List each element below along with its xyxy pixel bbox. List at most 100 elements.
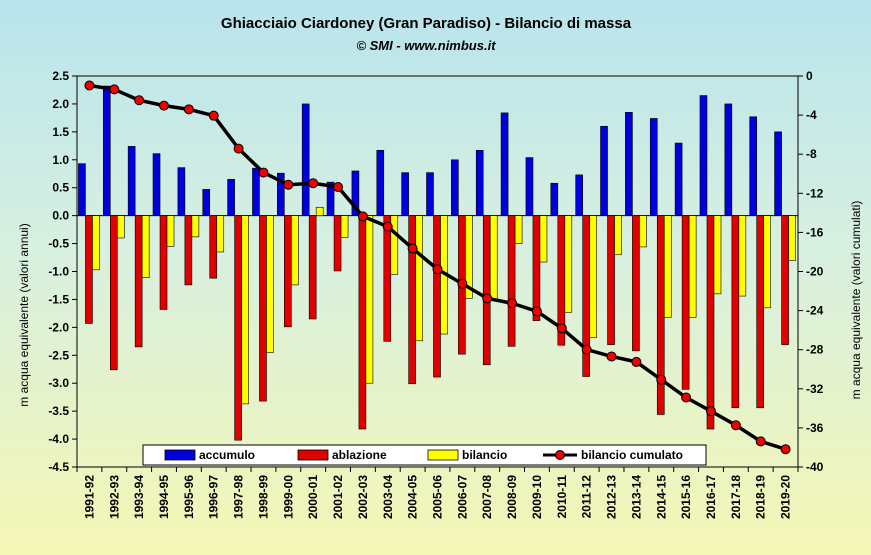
- accumulo-bar: [724, 103, 733, 216]
- bilancio-bar: [465, 215, 473, 299]
- accumulo-bar: [525, 157, 534, 216]
- bilancio-bar: [514, 215, 523, 244]
- legend-label: accumulo: [199, 448, 255, 462]
- x-tick-label: 2008-09: [505, 475, 519, 519]
- x-tick-label: 2013-14: [629, 475, 643, 519]
- y-left-tick-label: 1.0: [52, 153, 69, 167]
- cumulative-point: [308, 178, 319, 189]
- x-tick-label: 2014-15: [654, 475, 668, 519]
- accumulo-bar: [625, 112, 633, 216]
- bilancio-bar: [216, 215, 225, 253]
- ablazione-bar: [383, 215, 392, 342]
- x-tick-label: 1991-92: [82, 475, 96, 519]
- x-tick-label: 2009-10: [530, 475, 544, 519]
- cumulative-point: [134, 95, 145, 106]
- ablazione-bar: [259, 215, 267, 402]
- accumulo-bar: [376, 149, 385, 216]
- y-left-tick-label: -2.0: [48, 320, 69, 334]
- x-tick-label: 1996-97: [207, 475, 221, 519]
- ablazione-bar: [731, 215, 740, 409]
- y-left-tick-label: -4.5: [48, 460, 69, 474]
- y-left-tick-label: -1.5: [48, 292, 69, 306]
- ablazione-bar: [532, 215, 541, 321]
- legend-swatch: [297, 449, 329, 461]
- ablazione-bar: [607, 215, 615, 345]
- x-tick-label: 2012-13: [605, 475, 619, 519]
- accumulo-bar: [152, 153, 161, 216]
- bilancio-bar: [738, 215, 747, 297]
- legend-box: [142, 444, 707, 466]
- y-left-tick-label: 2.0: [52, 97, 69, 111]
- accumulo-bar: [202, 189, 211, 216]
- bilancio-bar: [340, 215, 349, 238]
- accumulo-bar: [451, 159, 459, 216]
- bilancio-bar: [241, 215, 249, 405]
- cumulative-point: [233, 143, 244, 154]
- accumulo-bar: [600, 125, 608, 216]
- ablazione-bar: [184, 215, 193, 286]
- x-tick-label: 1998-99: [256, 475, 270, 519]
- accumulo-bar: [177, 167, 186, 216]
- bilancio-bar: [489, 215, 498, 300]
- accumulo-bar: [326, 181, 335, 216]
- legend-label: bilancio cumulato: [581, 448, 683, 462]
- bilancio-bar: [92, 215, 100, 271]
- x-tick-label: 2015-16: [679, 475, 693, 519]
- ablazione-bar: [308, 215, 317, 320]
- y-left-tick-label: -3.0: [48, 376, 69, 390]
- ablazione-bar: [358, 215, 367, 430]
- cumulative-point: [457, 278, 468, 289]
- y-left-tick-label: -1.0: [48, 265, 69, 279]
- ablazione-bar: [284, 215, 292, 328]
- y-left-tick-label: 1.5: [52, 125, 69, 139]
- ablazione-bar: [756, 215, 765, 409]
- cumulative-point: [84, 80, 95, 91]
- y-right-tick-label: -40: [806, 460, 824, 474]
- axes: 2.5 2.0 1.5 1.0 0.5 0.0 -0.5 -1.0 -1.5 -2.0 -2.5 -3…: [48, 69, 823, 519]
- cumulative-point: [681, 392, 692, 403]
- bilancio-bar: [663, 215, 672, 318]
- x-tick-label: 2002-03: [356, 475, 370, 519]
- cumulative-point: [357, 211, 368, 222]
- ablazione-bar: [433, 215, 441, 378]
- accumulo-bar: [649, 118, 658, 216]
- ablazione-bar: [482, 215, 491, 366]
- cumulative-point: [556, 323, 567, 334]
- cumulative-point: [382, 221, 393, 232]
- bilancio-bar: [291, 215, 299, 286]
- bars: [78, 85, 796, 441]
- ablazione-bar: [109, 215, 118, 371]
- y-right-tick-label: -16: [806, 225, 824, 239]
- bilancio-bar: [141, 215, 150, 278]
- accumulo-bar: [426, 172, 434, 216]
- cumulative-point: [656, 374, 667, 385]
- legend: accumulo ablazione bilancio bilancio cumula…: [142, 444, 707, 466]
- y-right-tick-label: -32: [806, 382, 824, 396]
- y-axis-right-label: m acqua equivalente (valori cumulati): [849, 201, 863, 400]
- x-tick-label: 2018-19: [754, 475, 768, 519]
- ablazione-bar: [209, 215, 218, 279]
- legend-label: ablazione: [332, 448, 387, 462]
- ablazione-bar: [632, 215, 640, 352]
- x-tick-label: 2017-18: [729, 475, 743, 519]
- accumulo-bar: [252, 167, 260, 216]
- ablazione-bar: [706, 215, 715, 430]
- cumulative-point: [631, 356, 642, 367]
- y-right-tick-label: -12: [806, 186, 824, 200]
- bilancio-bar: [788, 215, 796, 261]
- y-right-tick-label: -36: [806, 421, 824, 435]
- bilancio-bar: [589, 215, 597, 338]
- cumulative-point: [581, 344, 592, 355]
- y-right-tick-label: -28: [806, 343, 824, 357]
- accumulo-bar: [78, 163, 86, 216]
- cumulative-point: [780, 444, 791, 455]
- cumulative-point: [283, 179, 294, 190]
- bilancio-bar: [614, 215, 622, 256]
- y-left-tick-label: 2.5: [52, 69, 69, 83]
- accumulo-bar: [102, 85, 111, 216]
- y-right-tick-label: -8: [806, 147, 817, 161]
- accumulo-bar: [277, 172, 285, 216]
- accumulo-bar: [550, 182, 559, 216]
- y-right-tick-label: -24: [806, 304, 824, 318]
